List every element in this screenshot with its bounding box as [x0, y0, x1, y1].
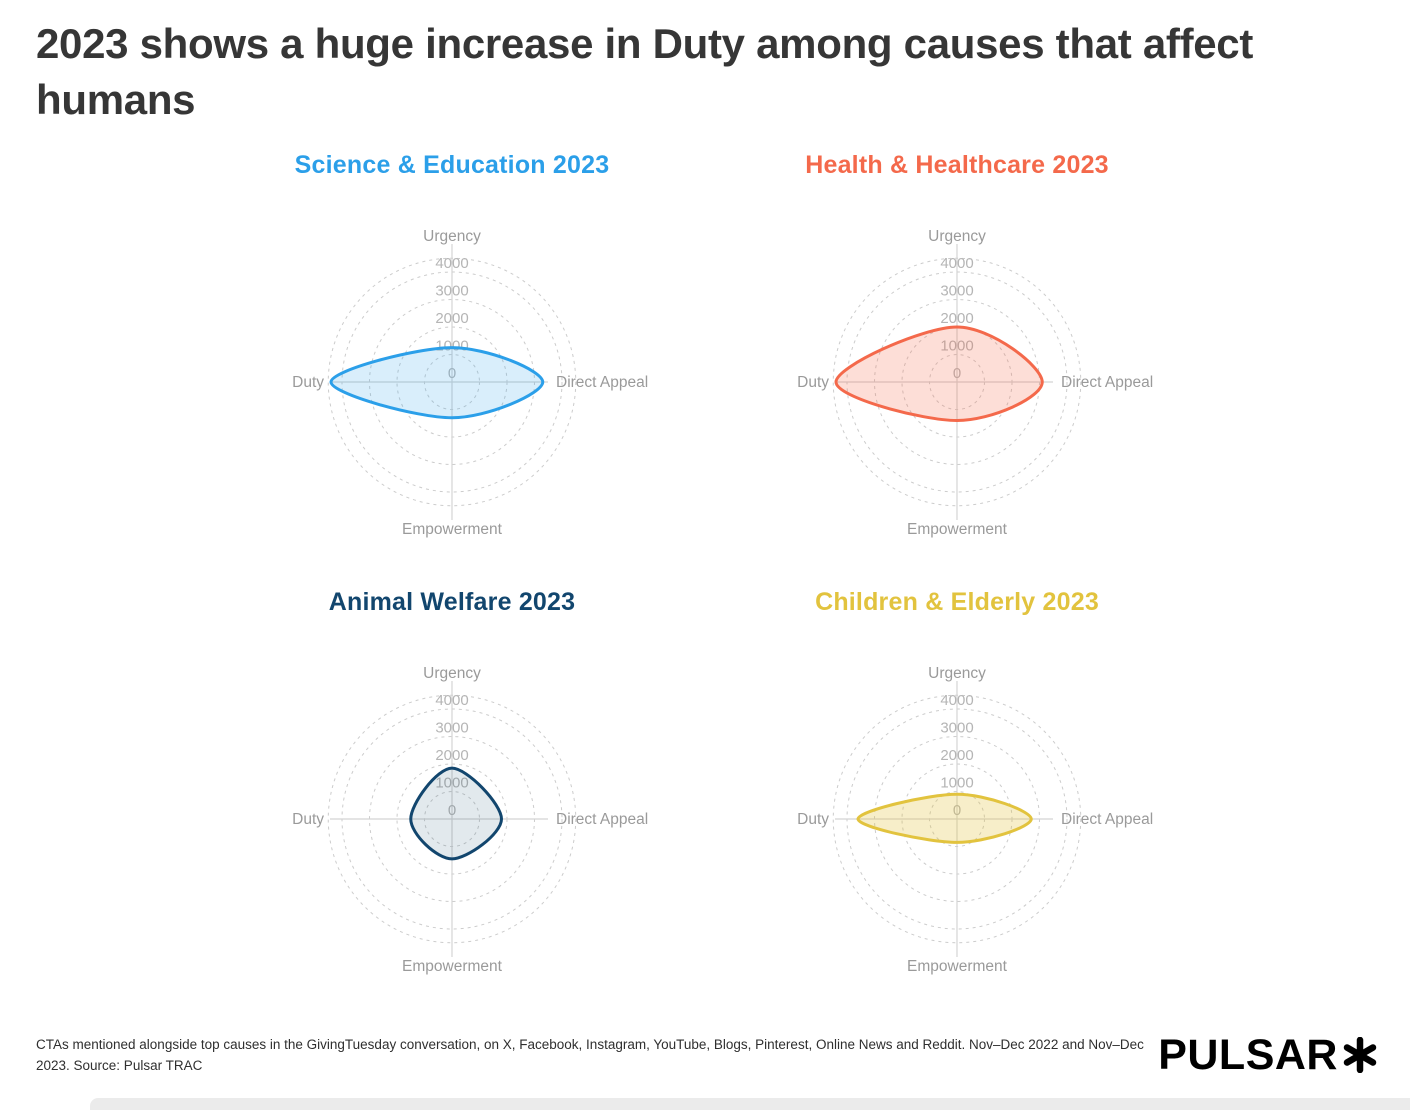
- axis-label-direct-appeal: Direct Appeal: [556, 374, 648, 391]
- radar-series: [856, 792, 1033, 844]
- bottom-strip: [90, 1098, 1410, 1110]
- radial-tick-label: 3000: [940, 283, 973, 300]
- chart-title-science-education: Science & Education 2023: [294, 151, 610, 179]
- axis-label-urgency: Urgency: [928, 665, 986, 682]
- chart-children-elderly: Children & Elderly 2023 Urgency Direct Ap…: [727, 587, 1187, 984]
- radial-tick-label: 2000: [435, 747, 468, 764]
- radar-series: [329, 346, 545, 420]
- radial-tick-label: 4000: [435, 255, 468, 272]
- axis-label-urgency: Urgency: [423, 228, 481, 245]
- radial-tick-label: 4000: [940, 255, 973, 272]
- axis-label-urgency: Urgency: [928, 228, 986, 245]
- axis-label-empowerment: Empowerment: [402, 958, 503, 975]
- axis-label-empowerment: Empowerment: [907, 521, 1008, 538]
- radar-chart-health-healthcare: Urgency Direct Appeal Empowerment Duty 0 1000…: [797, 228, 1153, 538]
- radial-tick-label: 1000: [940, 775, 973, 792]
- page-title: 2023 shows a huge increase in Duty among…: [36, 20, 1254, 123]
- radial-tick-label: 2000: [435, 310, 468, 327]
- radial-tick-label: 4000: [940, 692, 973, 709]
- chart-health-healthcare: Health & Healthcare 2023 Urgency Direct A…: [727, 150, 1187, 547]
- axis-label-duty: Duty: [292, 374, 324, 391]
- axis-label-duty: Duty: [797, 811, 829, 828]
- radial-tick-label: 3000: [435, 283, 468, 300]
- radial-tick-label: 2000: [940, 747, 973, 764]
- radial-tick-label: 1000: [435, 775, 468, 792]
- axis-label-duty: Duty: [292, 811, 324, 828]
- axis-label-direct-appeal: Direct Appeal: [1061, 811, 1153, 828]
- pulsar-logo: PULSAR: [1158, 1030, 1378, 1080]
- radial-tick-label: 3000: [940, 720, 973, 737]
- chart-title-children-elderly: Children & Elderly 2023: [815, 588, 1099, 616]
- radial-tick-label: 4000: [435, 692, 468, 709]
- axis-label-direct-appeal: Direct Appeal: [556, 811, 648, 828]
- radial-tick-label: 3000: [435, 720, 468, 737]
- axis-label-empowerment: Empowerment: [402, 521, 503, 538]
- radial-tick-label: 0: [448, 802, 456, 819]
- radar-chart-science-education: Urgency Direct Appeal Empowerment Duty 0 1000…: [292, 228, 648, 538]
- source-footnote: CTAs mentioned alongside top causes in t…: [36, 1037, 1144, 1073]
- charts-grid: Science & Education 2023 Urgency Direct A…: [222, 150, 1187, 984]
- axis-label-direct-appeal: Direct Appeal: [1061, 374, 1153, 391]
- logo-asterisk-icon: [1342, 1037, 1378, 1073]
- axis-label-empowerment: Empowerment: [907, 958, 1008, 975]
- chart-animal-welfare: Animal Welfare 2023 Urgency Direct Appeal…: [222, 587, 682, 984]
- radial-tick-label: 2000: [940, 310, 973, 327]
- radial-tick-label: 0: [448, 365, 456, 382]
- radial-tick-label: 1000: [940, 338, 973, 355]
- radar-chart-animal-welfare: Urgency Direct Appeal Empowerment Duty 0 1000…: [292, 665, 648, 975]
- radar-series: [409, 766, 503, 861]
- chart-title-health-healthcare: Health & Healthcare 2023: [805, 151, 1109, 179]
- radar-series: [834, 325, 1044, 422]
- radar-chart-children-elderly: Urgency Direct Appeal Empowerment Duty 0 1000…: [797, 665, 1153, 975]
- radial-tick-label: 0: [953, 802, 961, 819]
- chart-science-education: Science & Education 2023 Urgency Direct A…: [222, 150, 682, 547]
- radial-tick-label: 0: [953, 365, 961, 382]
- axis-label-duty: Duty: [797, 374, 829, 391]
- chart-title-animal-welfare: Animal Welfare 2023: [328, 588, 576, 616]
- asterisk-icon: [1343, 1037, 1377, 1073]
- logo-text: PULSAR: [1158, 1030, 1338, 1079]
- radial-tick-label: 1000: [435, 338, 468, 355]
- axis-label-urgency: Urgency: [423, 665, 481, 682]
